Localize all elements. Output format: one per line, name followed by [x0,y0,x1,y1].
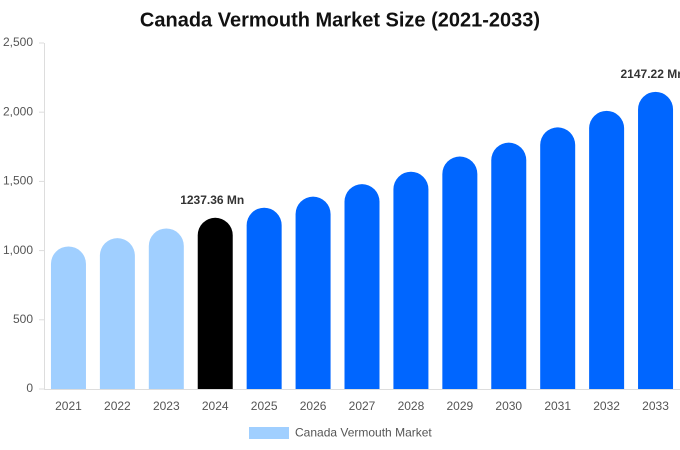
y-tick-label: 2,500 [3,35,33,49]
bar [540,127,576,389]
bar [344,184,380,389]
x-tick-label: 2027 [349,399,376,413]
bar [197,217,233,389]
bar [99,238,135,389]
x-tick-label: 2021 [55,399,82,413]
y-tick-label: 500 [13,312,33,326]
x-tick-label: 2022 [104,399,131,413]
legend-swatch [249,427,289,439]
bar [393,171,429,389]
data-label: 2147.22 Mn [621,67,680,81]
bar [442,156,478,389]
bar [589,110,625,390]
x-tick-label: 2028 [398,399,425,413]
bar [246,207,282,389]
bar [295,196,331,389]
x-tick-label: 2032 [593,399,620,413]
y-tick-label: 1,000 [3,243,33,257]
bar [50,246,86,389]
y-tick-label: 2,000 [3,104,33,118]
x-tick-label: 2023 [153,399,180,413]
y-tick-label: 1,500 [3,174,33,188]
data-label: 1237.36 Mn [180,193,244,207]
chart-title: Canada Vermouth Market Size (2021-2033) [140,9,540,31]
x-tick-label: 2025 [251,399,278,413]
bar [148,228,184,389]
x-tick-label: 2029 [446,399,473,413]
x-tick-label: 2033 [642,399,669,413]
legend-label: Canada Vermouth Market [295,426,432,440]
x-tick-label: 2031 [544,399,571,413]
x-tick-label: 2030 [495,399,522,413]
x-tick-label: 2024 [202,399,229,413]
bar [491,142,527,389]
y-tick-label: 0 [26,381,33,395]
bar [638,91,674,389]
x-tick-label: 2026 [300,399,327,413]
